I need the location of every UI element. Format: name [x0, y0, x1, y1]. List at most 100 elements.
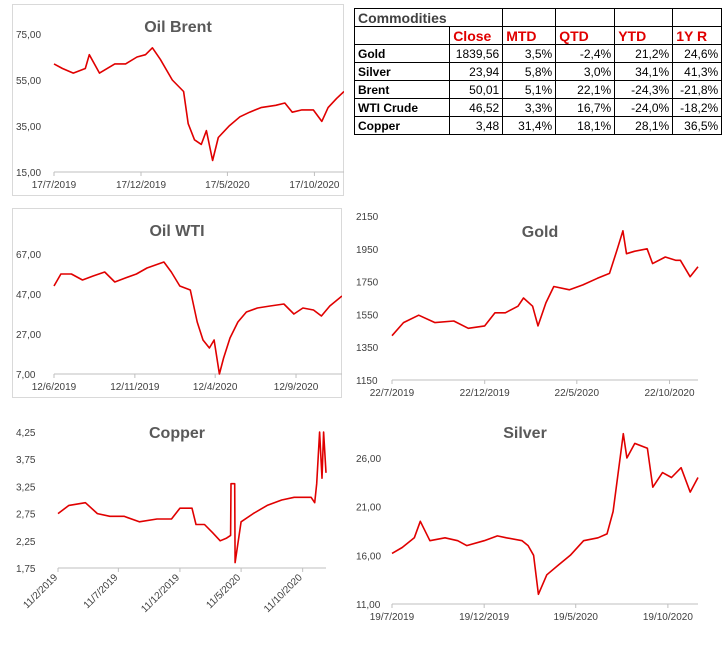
cell: -21,8% [672, 80, 723, 99]
cell: 46,52 [449, 98, 504, 117]
y-tick-label: 1350 [356, 343, 379, 354]
chart-svg: Gold 1150 1350 1550 1750 1950 2150 22/7/2019 22/… [356, 212, 699, 399]
series-line [57, 431, 327, 564]
row-name: Brent [353, 80, 451, 99]
y-tick-label: 15,00 [16, 168, 41, 179]
series-line [391, 432, 699, 596]
table-row: Gold 1839,56 3,5% -2,4% 21,2% 24,6% [353, 44, 723, 63]
table-title-row: Commodities [353, 8, 723, 27]
x-tick-label: 11/10/2020 [262, 572, 305, 615]
cell: 34,1% [614, 62, 674, 81]
series-line [53, 46, 344, 162]
chart-title: Oil Brent [144, 19, 212, 36]
chart-svg: Silver 11,00 16,00 21,00 26,00 19/7/2019 19/12… [356, 425, 699, 623]
cell: 31,4% [502, 116, 557, 135]
cell: 18,1% [555, 116, 616, 135]
x-tick-label: 22/12/2019 [460, 388, 510, 399]
column-header-mtd: MTD [502, 26, 557, 45]
y-tick-label: 3,25 [16, 482, 36, 493]
series-line [391, 229, 699, 337]
y-tick-label: 7,00 [16, 370, 36, 381]
x-tick-label: 19/12/2019 [459, 612, 509, 623]
cell: 1839,56 [449, 44, 504, 63]
column-header-qtd: QTD [555, 26, 616, 45]
y-tick-label: 1550 [356, 310, 379, 321]
series-line [53, 261, 342, 375]
y-tick-label: 1150 [356, 376, 378, 387]
y-tick-label: 11,00 [356, 600, 381, 611]
cell: 50,01 [449, 80, 504, 99]
chart-title: Oil WTI [149, 223, 204, 240]
column-header-ytd: YTD [614, 26, 674, 45]
cell: 5,8% [502, 62, 557, 81]
chart-title: Silver [503, 425, 547, 442]
y-tick-label: 26,00 [356, 454, 381, 465]
x-tick-label: 12/9/2020 [274, 382, 319, 393]
chart-oil-wti: Oil WTI 7,00 27,00 47,00 67,00 12/6/2019 12/11… [12, 208, 342, 398]
y-tick-label: 1750 [356, 278, 379, 289]
y-tick-label: 2150 [356, 212, 379, 223]
x-tick-label: 11/7/2019 [82, 572, 121, 611]
table-row: Silver 23,94 5,8% 3,0% 34,1% 41,3% [353, 62, 723, 81]
x-tick-label: 19/10/2020 [643, 612, 693, 623]
x-tick-label: 12/11/2019 [110, 382, 160, 393]
cell: 21,2% [614, 44, 674, 63]
y-tick-label: 2,75 [16, 510, 36, 521]
row-name: WTI Crude [353, 98, 451, 117]
cell: 3,48 [449, 116, 504, 135]
chart-svg: Copper 1,75 2,25 2,75 3,25 3,75 4,25 11/2/2019 1… [16, 425, 327, 615]
cell: 24,6% [672, 44, 723, 63]
x-tick-label: 22/10/2020 [644, 388, 694, 399]
y-tick-label: 75,00 [16, 30, 41, 41]
cell: 16,7% [555, 98, 616, 117]
x-tick-label: 11/5/2020 [205, 572, 244, 611]
chart-gold: Gold 1150 1350 1550 1750 1950 2150 22/7/2019 22/… [352, 206, 712, 406]
table-row: WTI Crude 46,52 3,3% 16,7% -24,0% -18,2% [353, 98, 723, 117]
cell: 3,3% [502, 98, 557, 117]
chart-oil-brent: Oil Brent 15,00 35,00 55,00 75,00 17/7/2019 17… [12, 4, 344, 196]
commodities-table: Commodities Close MTD QTD YTD 1Y R Gold … [353, 8, 723, 135]
x-tick-label: 12/6/2019 [32, 382, 77, 393]
y-tick-label: 35,00 [16, 122, 41, 133]
row-name: Silver [353, 62, 451, 81]
table-row: Brent 50,01 5,1% 22,1% -24,3% -21,8% [353, 80, 723, 99]
chart-title: Gold [522, 224, 558, 241]
cell: 41,3% [672, 62, 723, 81]
cell: -24,3% [614, 80, 674, 99]
x-tick-label: 17/7/2019 [32, 180, 77, 191]
x-tick-label: 17/10/2020 [289, 180, 339, 191]
y-tick-label: 1950 [356, 245, 379, 256]
chart-copper: Copper 1,75 2,25 2,75 3,25 3,75 4,25 11/2/2019 1… [12, 420, 342, 646]
chart-svg: Oil Brent 15,00 35,00 55,00 75,00 17/7/2019 17… [16, 19, 344, 191]
column-header-1y-return: 1Y R [672, 26, 723, 45]
y-tick-label: 3,75 [16, 455, 36, 466]
y-tick-label: 27,00 [16, 330, 41, 341]
x-tick-label: 17/12/2019 [116, 180, 166, 191]
y-tick-label: 16,00 [356, 551, 381, 562]
cell: 3,0% [555, 62, 616, 81]
y-tick-label: 4,25 [16, 428, 36, 439]
x-tick-label: 22/7/2019 [370, 388, 415, 399]
cell: 3,5% [502, 44, 557, 63]
row-name: Copper [353, 116, 451, 135]
table-header-row: Close MTD QTD YTD 1Y R [353, 26, 723, 45]
cell: 28,1% [614, 116, 674, 135]
y-tick-label: 1,75 [16, 564, 36, 575]
x-tick-label: 19/7/2019 [370, 612, 415, 623]
cell: -18,2% [672, 98, 723, 117]
x-tick-label: 12/4/2020 [193, 382, 238, 393]
cell: 23,94 [449, 62, 504, 81]
y-tick-label: 55,00 [16, 76, 41, 87]
cell: -2,4% [555, 44, 616, 63]
cell: 22,1% [555, 80, 616, 99]
x-tick-label: 11/12/2019 [139, 572, 182, 615]
table-title: Commodities [353, 8, 450, 27]
column-header-close: Close [449, 26, 504, 45]
x-tick-label: 19/5/2020 [553, 612, 598, 623]
x-tick-label: 11/2/2019 [21, 572, 60, 611]
chart-title: Copper [149, 425, 205, 442]
chart-svg: Oil WTI 7,00 27,00 47,00 67,00 12/6/2019 12/11… [16, 223, 342, 393]
y-tick-label: 2,25 [16, 537, 36, 548]
cell: 36,5% [672, 116, 723, 135]
table-row: Copper 3,48 31,4% 18,1% 28,1% 36,5% [353, 116, 723, 135]
